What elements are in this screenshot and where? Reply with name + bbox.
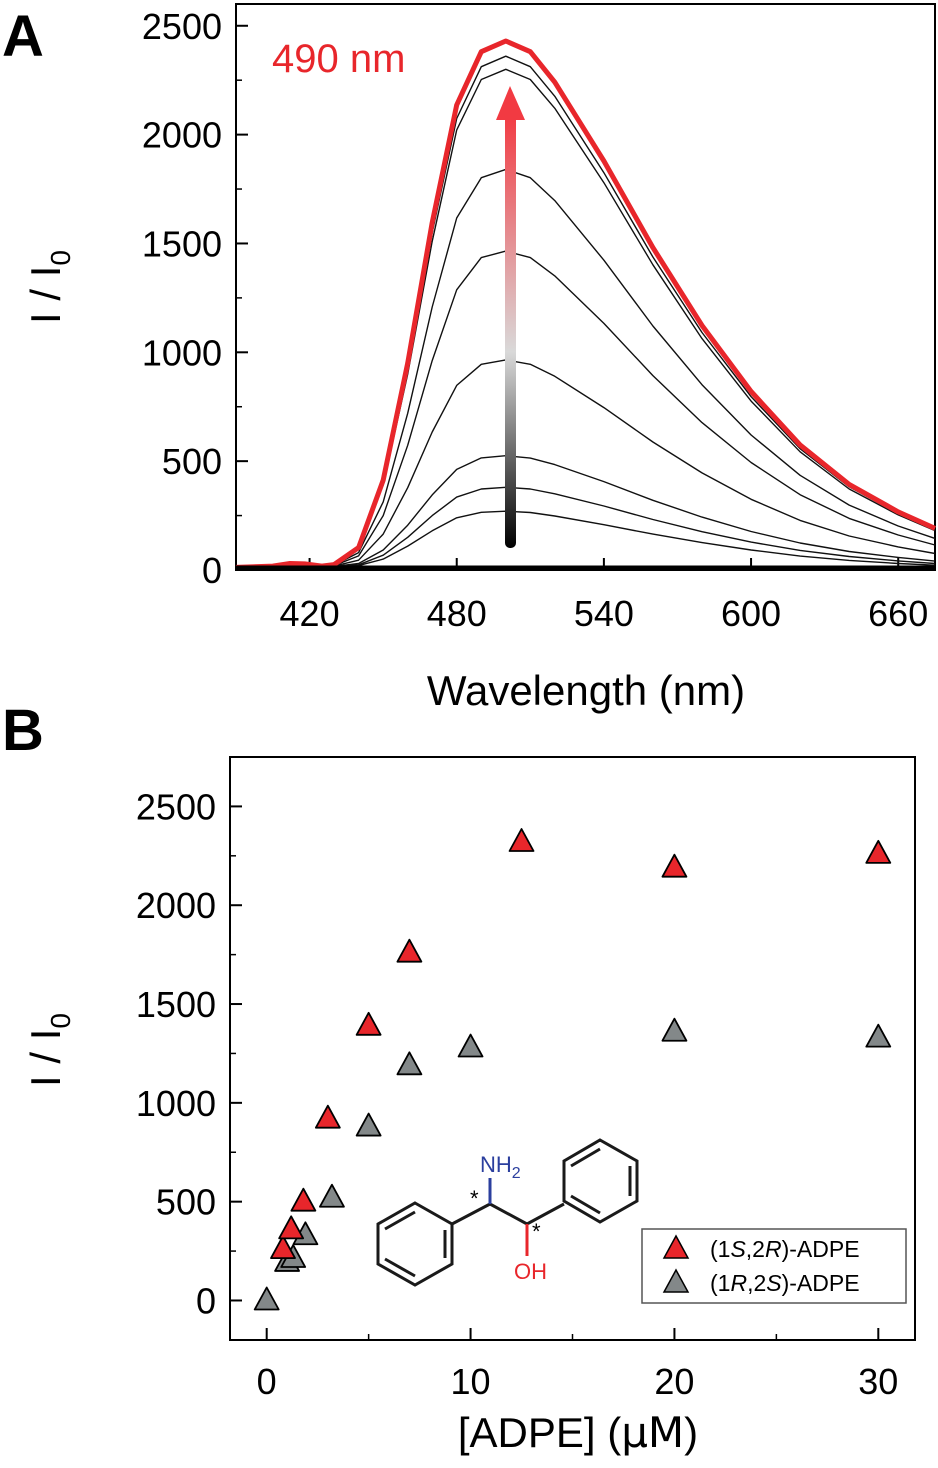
legend-marker-1r2s	[662, 1268, 690, 1293]
a-xtick-label: 540	[574, 593, 634, 634]
a-ytick-label: 1500	[142, 223, 222, 264]
panel-b-y-title-sub: 0	[45, 1013, 76, 1029]
point-1r2s	[396, 1051, 423, 1076]
panel-a-y-title-sub: 0	[45, 250, 76, 266]
panel-a-letter: A	[2, 4, 44, 69]
point-1s2r	[270, 1235, 296, 1260]
panel-b-letter: B	[2, 698, 44, 763]
adpe-structure-inset	[376, 1138, 639, 1287]
point-1s2r	[355, 1011, 382, 1036]
legend-marker-1s2r	[662, 1234, 690, 1259]
b-ytick-label: 2000	[136, 885, 216, 926]
a-ytick-label: 2500	[142, 6, 222, 47]
a-ytick-label: 1000	[142, 332, 222, 373]
panel-b-points	[253, 828, 892, 1311]
point-1s2r	[661, 853, 688, 878]
panel-a-frame	[235, 3, 936, 571]
point-1s2r	[508, 828, 535, 852]
legend: (1S,2R)-ADPE (1R,2S)-ADPE	[641, 1228, 907, 1304]
point-1r2s	[253, 1286, 280, 1311]
panel-b-y-axis-title: I / I0	[22, 1013, 76, 1087]
b-ytick-label: 1000	[136, 1083, 216, 1124]
panel-b-y-ticks: 0 500 1000 1500 2000 2500	[136, 786, 242, 1321]
panel-a-curves	[235, 38, 937, 570]
stereo-mark-1: *	[470, 1186, 479, 1211]
panel-a-y-ticks: 0 500 1000 1500 2000 2500	[142, 6, 248, 591]
a-xtick-label: 660	[868, 593, 928, 634]
a-ytick-label: 2000	[142, 115, 222, 156]
point-1s2r	[290, 1187, 317, 1212]
svg-text:I / I0: I / I0	[22, 250, 76, 324]
spectrum-curve-3	[235, 359, 936, 569]
phenyl-ring-left	[376, 1201, 454, 1287]
point-1r2s	[457, 1033, 484, 1058]
point-1s2r	[396, 938, 423, 963]
a-ytick-label: 0	[202, 550, 222, 591]
point-1r2s	[865, 1023, 892, 1048]
svg-text:I / I0: I / I0	[22, 1013, 76, 1087]
point-1r2s	[355, 1112, 382, 1137]
point-1s2r	[314, 1104, 341, 1129]
spectrum-curve-5	[235, 168, 936, 569]
spectrum-490nm-curve	[235, 38, 937, 570]
b-ytick-label: 0	[196, 1280, 216, 1321]
panel-a-y-title-main: I / I	[22, 266, 69, 324]
structure-hydroxyl: OH	[514, 1259, 547, 1284]
panel-b-x-ticks: 0 10 20 30	[257, 1328, 898, 1402]
a-xtick-label: 480	[427, 593, 487, 634]
panel-b-x-axis-title: [ADPE] (μM)	[458, 1408, 698, 1457]
b-ytick-label: 500	[156, 1182, 216, 1223]
legend-label-1s2r: (1S,2R)-ADPE	[710, 1236, 860, 1262]
increase-arrow-shaft	[505, 112, 516, 548]
increase-arrow-head	[496, 86, 525, 120]
stereo-mark-2: *	[532, 1219, 541, 1244]
annotation-490nm: 490 nm	[272, 37, 405, 81]
spectrum-curve-1	[235, 486, 936, 569]
b-ytick-label: 1500	[136, 984, 216, 1025]
b-xtick-label: 0	[257, 1361, 277, 1402]
b-xtick-label: 10	[451, 1361, 491, 1402]
b-xtick-label: 20	[654, 1361, 694, 1402]
panel-a-y-axis-title: I / I0	[22, 250, 76, 324]
panel-b-y-title-main: I / I	[22, 1029, 69, 1087]
b-ytick-label: 2500	[136, 786, 216, 827]
b-xtick-label: 30	[858, 1361, 898, 1402]
point-1r2s	[319, 1183, 345, 1208]
point-1r2s	[661, 1017, 688, 1042]
spectrum-curve-4	[235, 250, 936, 569]
panel-a-x-ticks: 420 480 540 600 660	[280, 558, 928, 634]
phenyl-ring-right	[562, 1138, 639, 1224]
a-ytick-label: 500	[162, 441, 222, 482]
structure-amine: NH2	[480, 1152, 521, 1182]
panel-a-x-axis-title: Wavelength (nm)	[427, 667, 745, 714]
a-xtick-label: 420	[280, 593, 340, 634]
legend-label-1r2s: (1R,2S)-ADPE	[710, 1270, 860, 1296]
point-1s2r	[865, 839, 892, 864]
panel-a-spectra: 0 500 1000 1500 2000 2500 420 480 540 600 660 490…	[22, 3, 937, 714]
point-1s2r	[278, 1215, 305, 1240]
a-xtick-label: 600	[721, 593, 781, 634]
